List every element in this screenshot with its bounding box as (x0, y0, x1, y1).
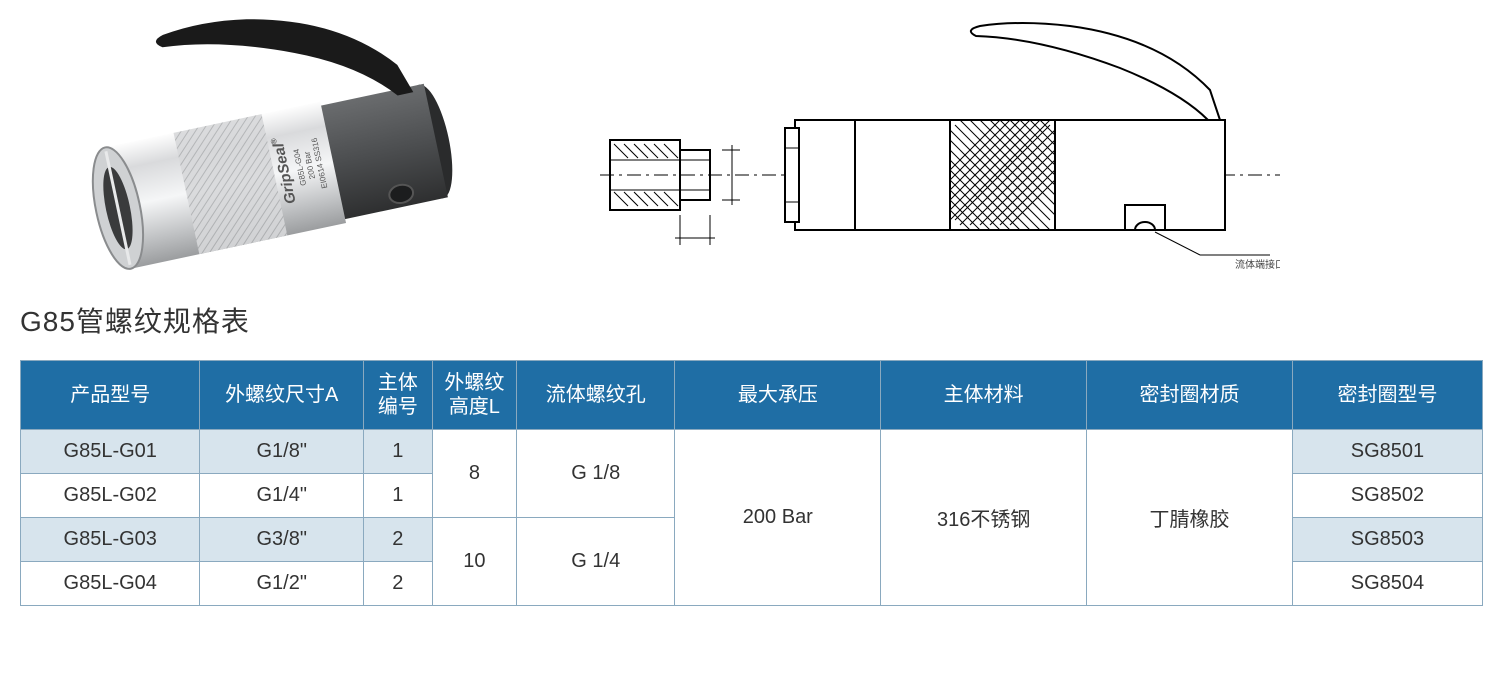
cell-model: G85L-G03 (21, 518, 200, 562)
cell-fluid: G 1/8 (517, 430, 675, 518)
technical-drawing: 流体端接口 (600, 20, 1280, 280)
cell-bodyno: 2 (364, 562, 433, 606)
th-press: 最大承压 (675, 361, 881, 430)
cell-sizeA: G1/8" (200, 430, 364, 474)
cell-sizeA: G3/8" (200, 518, 364, 562)
th-bodymat: 主体材料 (881, 361, 1087, 430)
cell-model: G85L-G02 (21, 474, 200, 518)
th-model: 产品型号 (21, 361, 200, 430)
th-sealmat: 密封圈材质 (1087, 361, 1293, 430)
cell-model: G85L-G01 (21, 430, 200, 474)
cell-bodyno: 1 (364, 474, 433, 518)
spec-table: 产品型号 外螺纹尺寸A 主体 编号 外螺纹 高度L 流体螺纹孔 最大承压 主体材… (20, 360, 1483, 606)
table-row: G85L-G01 G1/8" 1 8 G 1/8 200 Bar 316不锈钢 … (21, 430, 1483, 474)
th-sealno: 密封圈型号 (1292, 361, 1482, 430)
cell-bodymat: 316不锈钢 (881, 430, 1087, 606)
cell-fluid: G 1/4 (517, 518, 675, 606)
cell-sealmat: 丁腈橡胶 (1087, 430, 1293, 606)
th-height: 外螺纹 高度L (432, 361, 516, 430)
cell-model: G85L-G04 (21, 562, 200, 606)
th-bodyno: 主体 编号 (364, 361, 433, 430)
th-fluid: 流体螺纹孔 (517, 361, 675, 430)
product-photo: GripSeal® G85L-G04 200 Bar EI0614 SS316 (20, 10, 480, 290)
th-sizeA: 外螺纹尺寸A (200, 361, 364, 430)
cell-sealno: SG8503 (1292, 518, 1482, 562)
cell-press: 200 Bar (675, 430, 881, 606)
cell-height: 10 (432, 518, 516, 606)
header-row: 产品型号 外螺纹尺寸A 主体 编号 外螺纹 高度L 流体螺纹孔 最大承压 主体材… (21, 361, 1483, 430)
cell-sealno: SG8501 (1292, 430, 1482, 474)
cell-sealno: SG8504 (1292, 562, 1482, 606)
spec-title: G85管螺纹规格表 (20, 300, 1483, 340)
cell-sealno: SG8502 (1292, 474, 1482, 518)
cell-sizeA: G1/2" (200, 562, 364, 606)
images-row: GripSeal® G85L-G04 200 Bar EI0614 SS316 (20, 10, 1483, 290)
cell-height: 8 (432, 430, 516, 518)
cell-bodyno: 1 (364, 430, 433, 474)
svg-text:流体端接口: 流体端接口 (1235, 258, 1280, 271)
cell-sizeA: G1/4" (200, 474, 364, 518)
cell-bodyno: 2 (364, 518, 433, 562)
